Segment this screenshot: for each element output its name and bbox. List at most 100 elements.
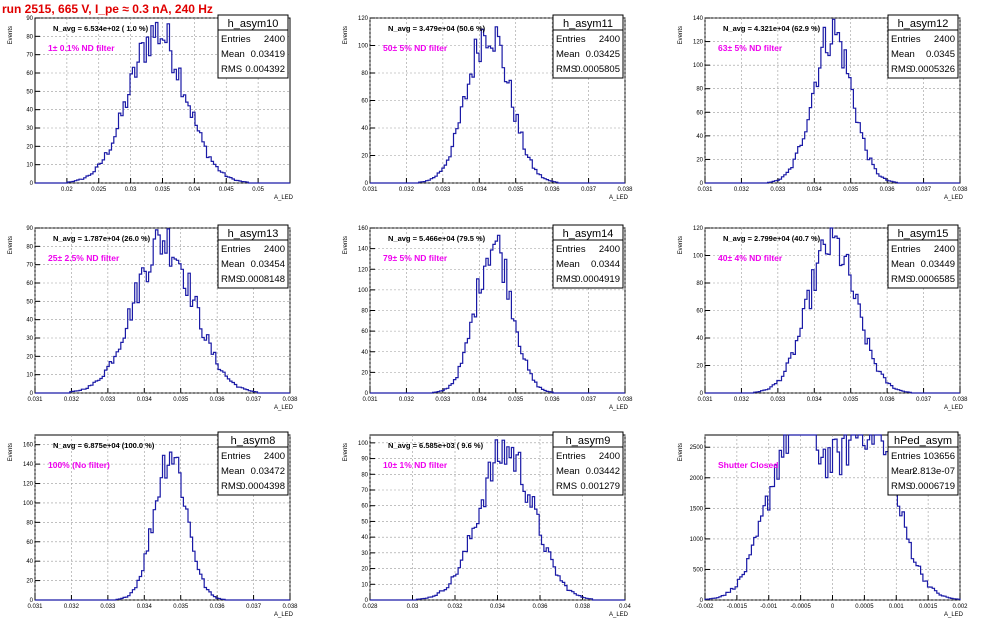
- y-axis-label: Events: [343, 443, 349, 461]
- histogram-name: hPed_asym: [894, 435, 952, 447]
- x-tick-label: 0.037: [246, 397, 262, 403]
- y-axis-label: Events: [678, 26, 684, 44]
- stats-label-mean: Mean: [221, 49, 245, 60]
- y-tick-label: 20: [696, 364, 703, 370]
- stats-value-entries: 2400: [934, 244, 955, 255]
- stats-value-rms: 0.0004919: [575, 274, 620, 285]
- x-tick-label: 0.045: [219, 187, 235, 193]
- x-tick-label: -0.001: [760, 604, 778, 610]
- x-tick-label: 0.037: [246, 604, 262, 610]
- stats-value-mean: 0.03442: [586, 466, 620, 477]
- stats-label-entries: Entries: [221, 244, 251, 255]
- y-tick-label: 60: [361, 329, 368, 335]
- stats-value-entries: 2400: [599, 244, 620, 255]
- stats-label-mean: Mean: [221, 259, 245, 270]
- histogram-name: h_asym14: [563, 228, 614, 240]
- stats-label-rms: RMS: [891, 64, 912, 75]
- y-tick-label: 50: [26, 89, 33, 95]
- x-tick-label: 0.038: [617, 397, 633, 403]
- y-tick-label: 160: [23, 443, 34, 449]
- stats-label-entries: Entries: [556, 451, 586, 462]
- stats-value-mean: 0.03472: [251, 466, 285, 477]
- stats-label-mean: Mean: [556, 466, 580, 477]
- navg-label: N_avg = 2.799e+04 (40.7 %): [723, 234, 821, 243]
- stats-box: [217, 239, 289, 289]
- y-tick-label: 100: [358, 288, 369, 294]
- x-tick-label: 0.04: [619, 604, 631, 610]
- stats-label-entries: Entries: [556, 34, 586, 45]
- x-tick-label: 0.035: [508, 187, 524, 193]
- navg-label: N_avg = 6.585e+03 ( 9.6 %): [388, 441, 484, 450]
- x-tick-label: 0.036: [545, 397, 561, 403]
- y-tick-label: 40: [26, 318, 33, 324]
- stats-label-rms: RMS: [556, 481, 577, 492]
- navg-label: N_avg = 5.466e+04 (79.5 %): [388, 234, 486, 243]
- x-tick-label: 0.032: [734, 187, 750, 193]
- y-tick-label: 20: [26, 144, 33, 150]
- histogram-name: h_asym9: [566, 435, 611, 447]
- filter-annotation: 25± 2.5% ND filter: [48, 253, 120, 263]
- x-tick-label: 0.03: [125, 187, 137, 193]
- y-tick-label: 60: [361, 504, 368, 510]
- histogram-name: h_asym10: [228, 18, 279, 30]
- y-tick-label: 1500: [690, 506, 704, 512]
- x-tick-label: 0.0005: [855, 604, 874, 610]
- x-axis-label: A_LED: [274, 405, 294, 411]
- stats-box: [552, 446, 624, 496]
- x-tick-label: 0.038: [282, 397, 298, 403]
- stats-label-rms: RMS: [221, 64, 242, 75]
- histogram-panel-h_asym13: 0.031 0.032 0.033 0.034 0.035 0.036 0.037 0.038…: [8, 224, 298, 411]
- x-tick-label: 0.028: [362, 604, 378, 610]
- x-tick-label: 0.032: [447, 604, 463, 610]
- stats-value-rms: 0.0006585: [910, 274, 955, 285]
- x-tick-label: 0.034: [807, 187, 823, 193]
- y-tick-label: 80: [26, 520, 33, 526]
- y-tick-label: 30: [26, 126, 33, 132]
- x-tick-label: 0.031: [27, 604, 43, 610]
- x-tick-label: 0.036: [210, 397, 226, 403]
- stats-value-entries: 103656: [923, 451, 955, 462]
- filter-annotation: 79± 5% ND filter: [383, 253, 448, 263]
- y-axis-label: Events: [343, 236, 349, 254]
- y-tick-label: 80: [696, 281, 703, 287]
- y-tick-label: 60: [26, 540, 33, 546]
- filter-annotation: 10± 1% ND filter: [383, 460, 448, 470]
- y-tick-label: 60: [26, 71, 33, 77]
- y-tick-label: 20: [26, 579, 33, 585]
- histogram-panel-h_asym12: 0.031 0.032 0.033 0.034 0.035 0.036 0.037 0.038…: [678, 14, 968, 201]
- y-tick-label: 120: [358, 16, 369, 22]
- x-tick-label: 0.035: [508, 397, 524, 403]
- x-tick-label: 0.032: [399, 397, 415, 403]
- y-tick-label: 120: [693, 40, 704, 46]
- stats-label-rms: RMS: [891, 274, 912, 285]
- y-tick-label: 140: [23, 462, 34, 468]
- y-tick-label: 40: [361, 350, 368, 356]
- x-tick-label: 0.033: [770, 187, 786, 193]
- x-tick-label: 0.037: [916, 397, 932, 403]
- x-tick-label: 0.032: [64, 397, 80, 403]
- stats-value-mean: 0.03419: [251, 49, 285, 60]
- x-axis-label: A_LED: [274, 612, 294, 618]
- stats-label-mean: Mean: [891, 49, 915, 60]
- y-axis-label: Events: [8, 236, 14, 254]
- y-tick-label: 20: [696, 157, 703, 163]
- x-tick-label: 0.034: [137, 604, 153, 610]
- y-tick-label: 500: [693, 567, 704, 573]
- y-tick-label: 40: [696, 336, 703, 342]
- stats-value-rms: 0.0008148: [240, 274, 285, 285]
- x-tick-label: 0.038: [575, 604, 591, 610]
- y-tick-label: 160: [358, 226, 369, 232]
- histogram-panel-h_asym9: 0.028 0.03 0.032 0.034 0.036 0.038 0.04 0 10 20 30…: [343, 431, 631, 618]
- stats-label-mean: Mean: [891, 259, 915, 270]
- histogram-line-hPed_asym: [704, 434, 961, 600]
- histogram-name: h_asym12: [898, 18, 949, 30]
- y-tick-label: 0: [700, 181, 704, 187]
- y-tick-label: 20: [361, 567, 368, 573]
- stats-label-rms: RMS: [221, 481, 242, 492]
- y-tick-label: 10: [26, 163, 33, 169]
- stats-value-rms: 0.0006719: [910, 481, 955, 492]
- stats-value-mean: 2.813e-07: [912, 466, 955, 477]
- filter-annotation: Shutter Closed: [718, 460, 778, 470]
- x-axis-label: A_LED: [609, 405, 629, 411]
- stats-value-rms: 0.004392: [245, 64, 285, 75]
